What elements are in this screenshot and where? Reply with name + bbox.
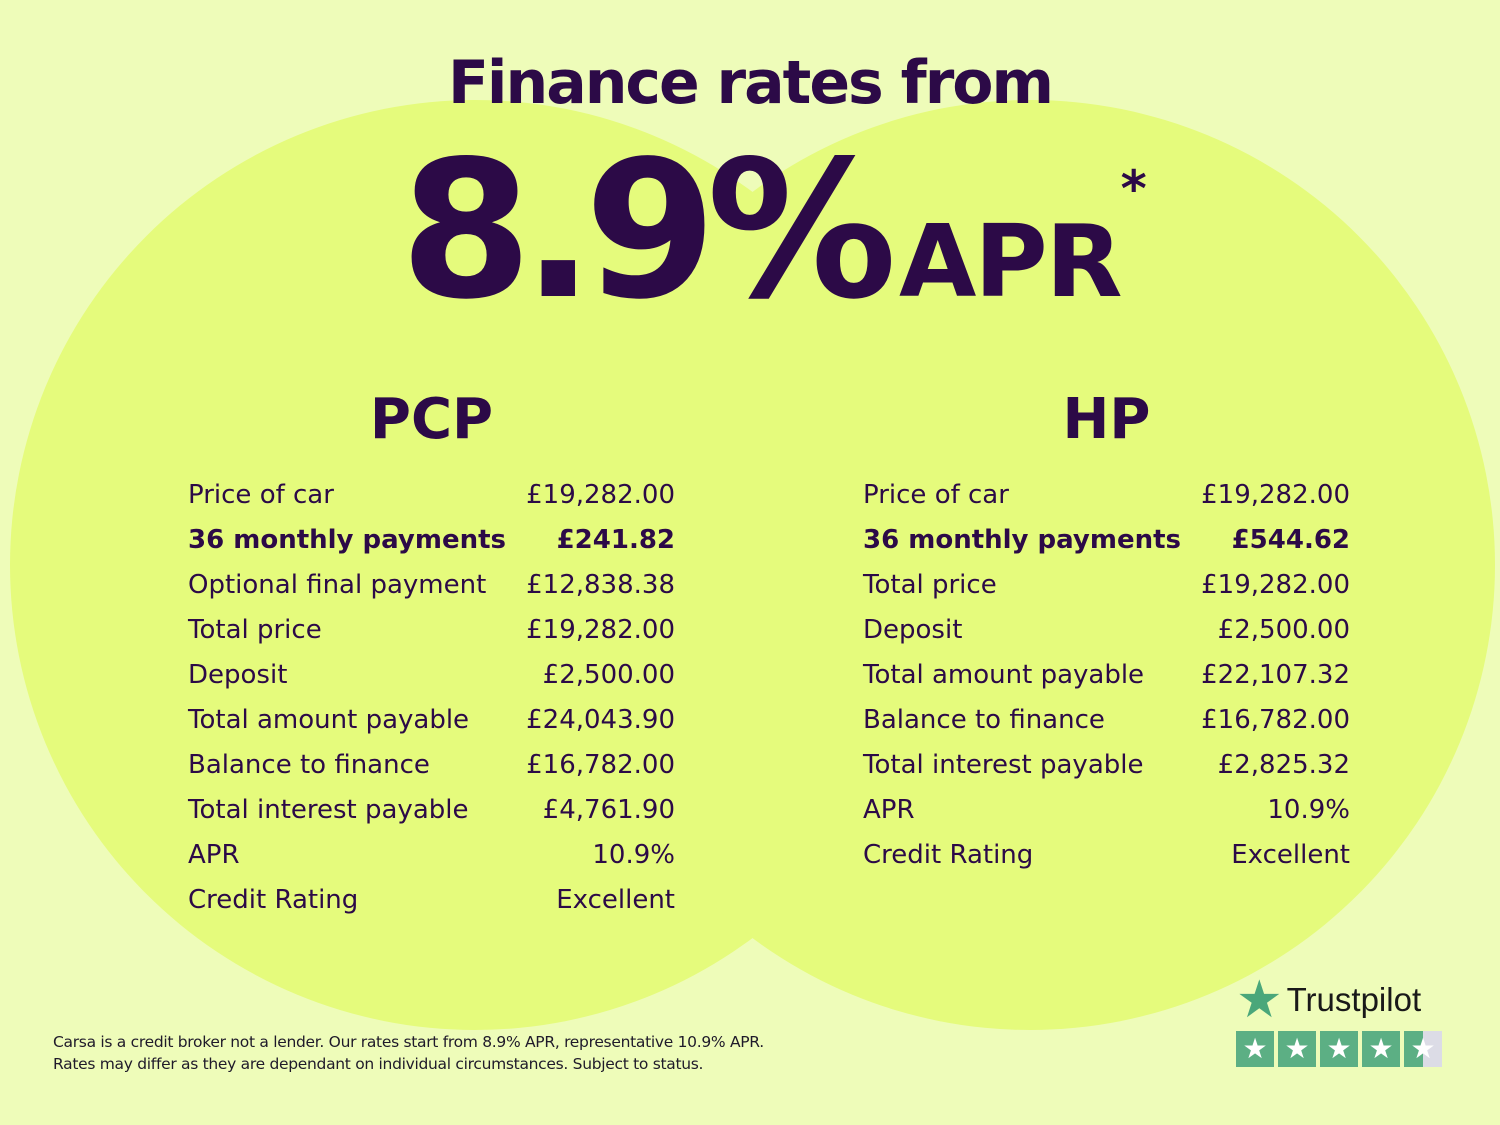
table-row: Total amount payable £24,043.90 (188, 698, 675, 743)
row-label: Credit Rating (188, 885, 359, 915)
table-row: Total interest payable £4,761.90 (188, 788, 675, 833)
row-value: £19,282.00 (526, 480, 675, 510)
table-row: APR 10.9% (863, 788, 1350, 833)
row-value: £24,043.90 (526, 705, 675, 735)
row-label: Total interest payable (188, 795, 469, 825)
table-row: Deposit £2,500.00 (863, 608, 1350, 653)
disclaimer-line-2: Rates may differ as they are dependant o… (53, 1055, 704, 1073)
table-row: Total price £19,282.00 (863, 563, 1350, 608)
row-label: Balance to finance (863, 705, 1105, 735)
row-label: 36 monthly payments (188, 525, 506, 555)
decorative-circle-right (565, 100, 1495, 1030)
disclaimer-line-1: Carsa is a credit broker not a lender. O… (53, 1033, 764, 1051)
rating-star-icon: ★ (1404, 1031, 1442, 1067)
rating-star-icon: ★ (1236, 1031, 1274, 1067)
row-value: £22,107.32 (1201, 660, 1350, 690)
star-icon: ★ (1236, 971, 1283, 1029)
row-label: Total price (188, 615, 322, 645)
pcp-heading: PCP (369, 387, 494, 452)
table-row: Optional final payment £12,838.38 (188, 563, 675, 608)
row-value: £241.82 (556, 525, 675, 555)
table-row: 36 monthly payments £241.82 (188, 518, 675, 563)
row-label: APR (863, 795, 915, 825)
row-label: Deposit (188, 660, 288, 690)
table-row: Deposit £2,500.00 (188, 653, 675, 698)
row-label: Price of car (188, 480, 334, 510)
table-row: Price of car £19,282.00 (863, 473, 1350, 518)
disclaimer: Carsa is a credit broker not a lender. O… (53, 1031, 764, 1075)
table-row: Balance to finance £16,782.00 (188, 743, 675, 788)
rate-value: 8.9% (400, 120, 897, 341)
row-value: £4,761.90 (542, 795, 675, 825)
hp-heading: HP (1062, 387, 1151, 452)
table-row: Credit Rating Excellent (188, 878, 675, 923)
row-value: £16,782.00 (1201, 705, 1350, 735)
table-row: Total interest payable £2,825.32 (863, 743, 1350, 788)
table-row: Total price £19,282.00 (188, 608, 675, 653)
row-value: £2,500.00 (542, 660, 675, 690)
row-value: £16,782.00 (526, 750, 675, 780)
row-label: Total price (863, 570, 997, 600)
row-value: 10.9% (592, 840, 675, 870)
table-row: Balance to finance £16,782.00 (863, 698, 1350, 743)
headline-rate: 8.9% APR* (400, 120, 1147, 341)
row-value: £19,282.00 (1201, 480, 1350, 510)
rating-star-icon: ★ (1320, 1031, 1358, 1067)
row-value: £2,500.00 (1217, 615, 1350, 645)
row-value: £12,838.38 (526, 570, 675, 600)
row-label: Price of car (863, 480, 1009, 510)
rating-star-icon: ★ (1278, 1031, 1316, 1067)
row-label: Deposit (863, 615, 963, 645)
hp-table: HP Price of car £19,282.00 36 monthly paym… (863, 385, 1350, 878)
rating-star-icon: ★ (1362, 1031, 1400, 1067)
row-label: Total amount payable (863, 660, 1145, 690)
row-label: Credit Rating (863, 840, 1034, 870)
row-value: 10.9% (1267, 795, 1350, 825)
table-row: Price of car £19,282.00 (188, 473, 675, 518)
row-label: Optional final payment (188, 570, 487, 600)
table-row: APR 10.9% (188, 833, 675, 878)
page-title: Finance rates from (447, 48, 1054, 118)
row-value: £19,282.00 (526, 615, 675, 645)
row-label: Total interest payable (863, 750, 1144, 780)
trustpilot-rating: ★ ★ ★ ★ ★ (1236, 1031, 1442, 1067)
row-label: Total amount payable (188, 705, 470, 735)
asterisk: * (1120, 160, 1147, 218)
row-value: £19,282.00 (1201, 570, 1350, 600)
table-row: Credit Rating Excellent (863, 833, 1350, 878)
row-value: £2,825.32 (1217, 750, 1350, 780)
row-label: APR (188, 840, 240, 870)
row-value: Excellent (1231, 840, 1350, 870)
rate-suffix: APR (898, 203, 1123, 320)
table-row: Total amount payable £22,107.32 (863, 653, 1350, 698)
trustpilot-badge[interactable]: ★ Trustpilot ★ ★ ★ ★ ★ (1236, 971, 1442, 1067)
table-row: 36 monthly payments £544.62 (863, 518, 1350, 563)
row-value: Excellent (556, 885, 675, 915)
row-value: £544.62 (1231, 525, 1350, 555)
pcp-table: PCP Price of car £19,282.00 36 monthly pay… (188, 385, 675, 923)
row-label: Balance to finance (188, 750, 430, 780)
row-label: 36 monthly payments (863, 525, 1181, 555)
trustpilot-name: Trustpilot (1286, 981, 1422, 1018)
